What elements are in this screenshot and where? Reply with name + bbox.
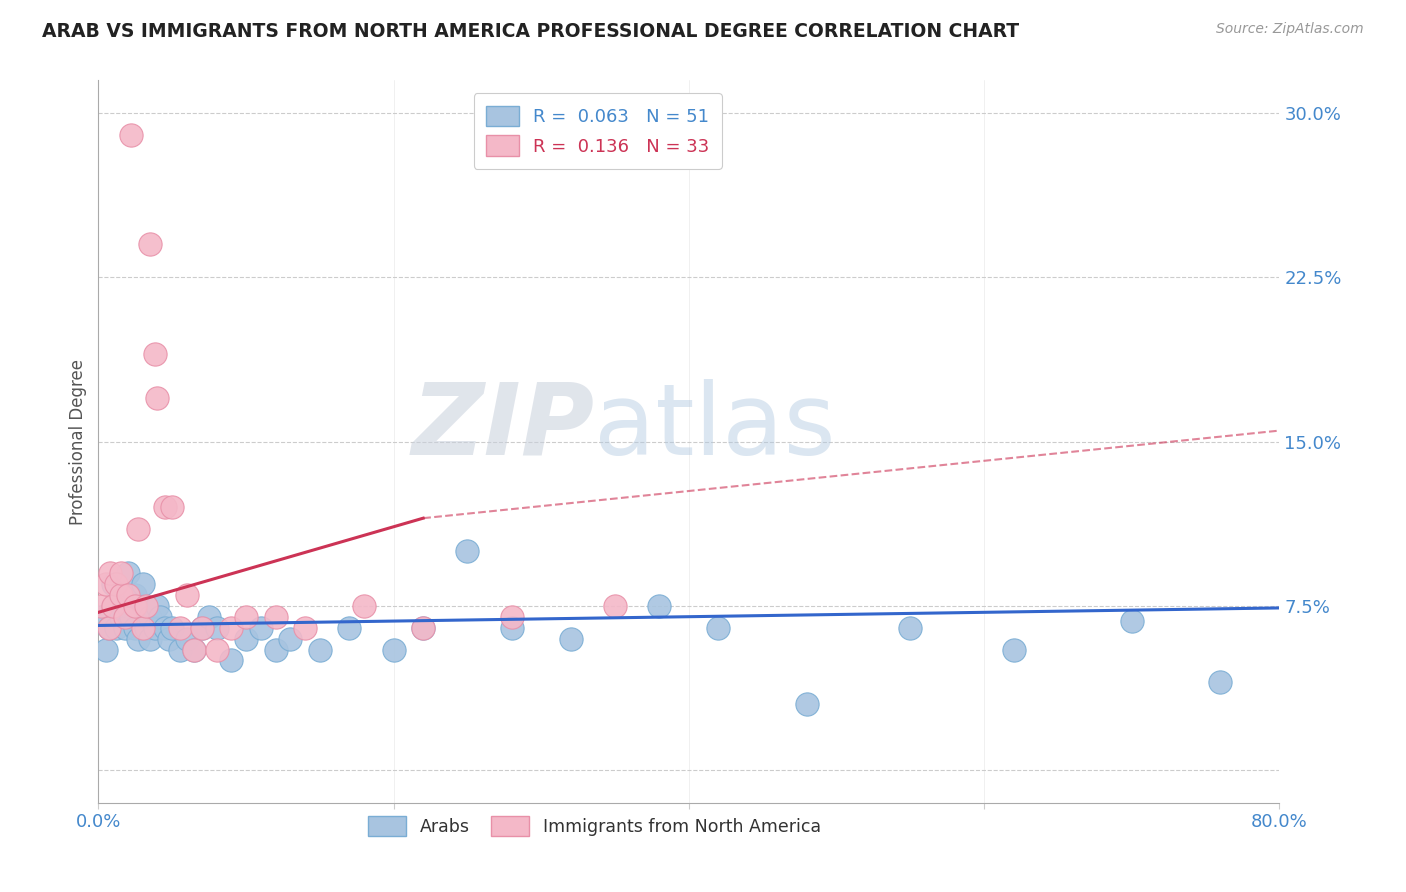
- Point: [176, 632, 198, 646]
- Point: [235, 609, 257, 624]
- Point: [162, 500, 183, 515]
- Point: [127, 522, 149, 536]
- Point: [176, 588, 198, 602]
- Point: [132, 621, 155, 635]
- Point: [198, 609, 221, 624]
- Point: [235, 632, 257, 646]
- Point: [501, 621, 523, 635]
- Point: [94, 577, 117, 591]
- Point: [103, 577, 125, 591]
- Point: [457, 544, 479, 558]
- Point: [143, 347, 166, 361]
- Point: [153, 500, 176, 515]
- Point: [98, 566, 121, 580]
- Point: [110, 588, 132, 602]
- Point: [103, 599, 125, 613]
- Point: [149, 609, 172, 624]
- Text: ARAB VS IMMIGRANTS FROM NORTH AMERICA PROFESSIONAL DEGREE CORRELATION CHART: ARAB VS IMMIGRANTS FROM NORTH AMERICA PR…: [42, 22, 1019, 41]
- Point: [648, 599, 671, 613]
- Point: [221, 621, 243, 635]
- Point: [90, 599, 112, 613]
- Y-axis label: Professional Degree: Professional Degree: [69, 359, 87, 524]
- Point: [796, 698, 818, 712]
- Point: [1121, 614, 1143, 628]
- Point: [264, 642, 287, 657]
- Point: [132, 599, 155, 613]
- Point: [146, 391, 169, 405]
- Point: [105, 577, 128, 591]
- Point: [412, 621, 434, 635]
- Point: [132, 577, 155, 591]
- Point: [900, 621, 922, 635]
- Point: [94, 642, 117, 657]
- Point: [114, 621, 136, 635]
- Point: [339, 621, 361, 635]
- Point: [382, 642, 405, 657]
- Point: [412, 621, 434, 635]
- Point: [221, 653, 243, 667]
- Point: [205, 642, 228, 657]
- Point: [124, 599, 146, 613]
- Point: [135, 599, 157, 613]
- Point: [105, 621, 128, 635]
- Point: [294, 621, 316, 635]
- Point: [135, 621, 157, 635]
- Point: [169, 621, 191, 635]
- Point: [191, 621, 214, 635]
- Point: [97, 621, 120, 635]
- Text: Source: ZipAtlas.com: Source: ZipAtlas.com: [1216, 22, 1364, 37]
- Point: [103, 599, 125, 613]
- Point: [97, 621, 120, 635]
- Point: [117, 588, 139, 602]
- Point: [280, 632, 302, 646]
- Point: [124, 621, 146, 635]
- Point: [120, 609, 142, 624]
- Point: [191, 621, 214, 635]
- Point: [183, 642, 205, 657]
- Point: [205, 621, 228, 635]
- Point: [183, 642, 205, 657]
- Point: [114, 609, 136, 624]
- Point: [250, 621, 273, 635]
- Point: [560, 632, 582, 646]
- Text: ZIP: ZIP: [412, 378, 595, 475]
- Point: [139, 632, 162, 646]
- Point: [153, 621, 176, 635]
- Legend: Arabs, Immigrants from North America: Arabs, Immigrants from North America: [359, 807, 830, 845]
- Point: [127, 632, 149, 646]
- Point: [110, 566, 132, 580]
- Point: [117, 599, 139, 613]
- Point: [605, 599, 627, 613]
- Point: [146, 599, 169, 613]
- Point: [309, 642, 332, 657]
- Point: [1209, 675, 1232, 690]
- Point: [169, 642, 191, 657]
- Point: [117, 566, 139, 580]
- Point: [162, 621, 183, 635]
- Point: [501, 609, 523, 624]
- Text: atlas: atlas: [595, 378, 837, 475]
- Point: [90, 609, 112, 624]
- Point: [110, 588, 132, 602]
- Point: [124, 588, 146, 602]
- Point: [157, 632, 180, 646]
- Point: [707, 621, 730, 635]
- Point: [139, 609, 162, 624]
- Point: [120, 128, 142, 142]
- Point: [1002, 642, 1025, 657]
- Point: [139, 237, 162, 252]
- Point: [110, 609, 132, 624]
- Point: [353, 599, 375, 613]
- Point: [143, 621, 166, 635]
- Point: [264, 609, 287, 624]
